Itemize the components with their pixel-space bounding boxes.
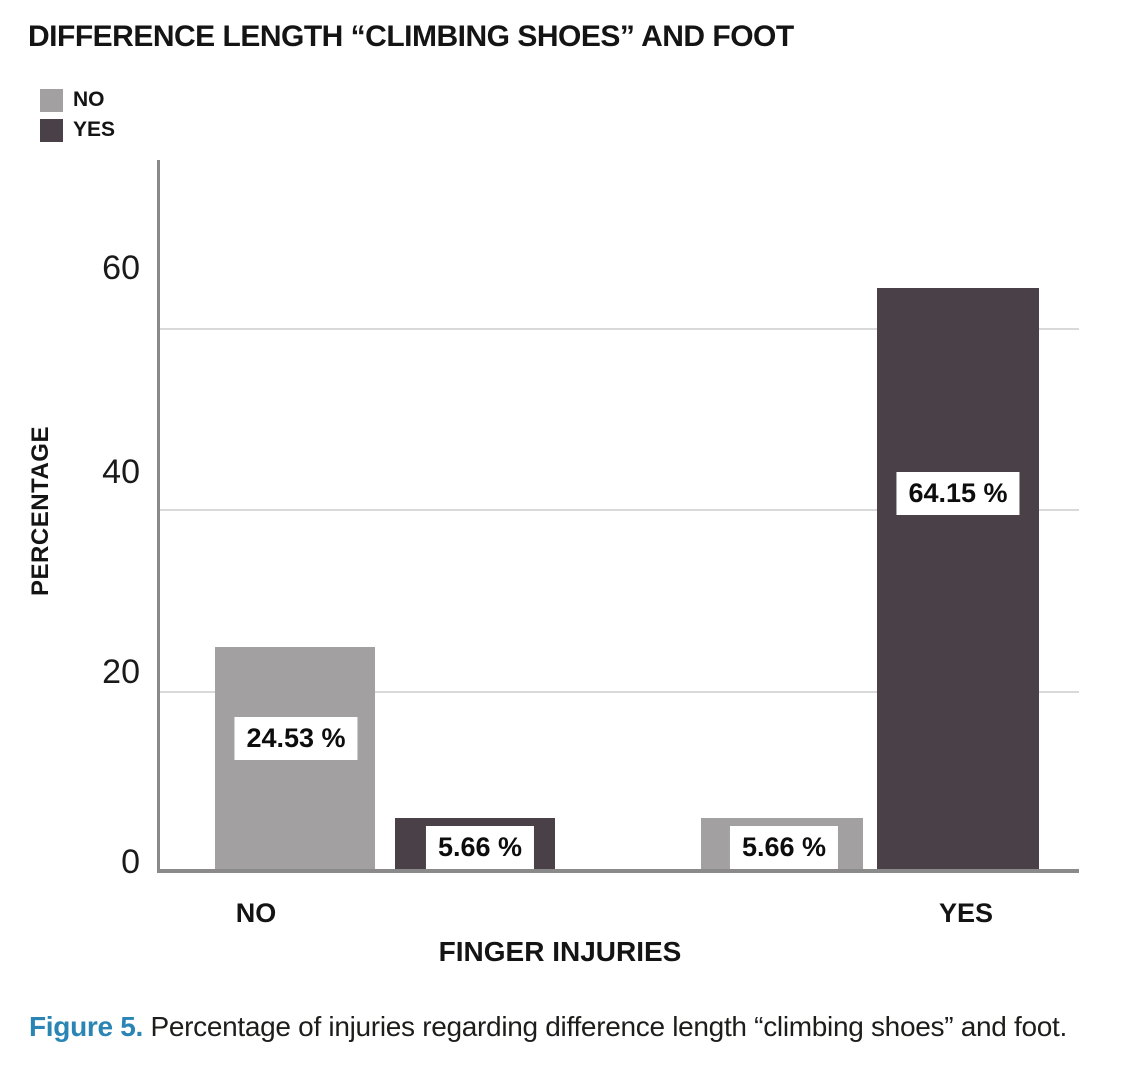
figure-caption: Figure 5. Percentage of injuries regardi… — [29, 1004, 1084, 1050]
legend-label-no: NO — [73, 88, 105, 111]
y-tick-40: 40 — [102, 453, 140, 491]
legend-item-yes: YES — [40, 115, 115, 145]
y-tick-0: 0 — [121, 843, 140, 881]
x-tick-no: NO — [235, 898, 277, 928]
y-axis-line — [157, 160, 160, 873]
bar-finger-injuries-yes-series-yes — [877, 288, 1039, 869]
y-tick-60: 60 — [102, 249, 140, 287]
value-label-24-53: 24.53 % — [234, 717, 358, 760]
gridline-60 — [160, 328, 1079, 330]
gridline-20 — [160, 691, 1079, 693]
gridline-40 — [160, 509, 1079, 511]
chart-title: DIFFERENCE LENGTH “CLIMBING SHOES” AND F… — [28, 20, 794, 53]
figure-caption-text: Percentage of injuries regarding differe… — [150, 1011, 1067, 1042]
value-label-5-66-right: 5.66 % — [729, 826, 839, 869]
legend-swatch-no — [40, 88, 63, 112]
figure-caption-label: Figure 5. — [29, 1011, 143, 1042]
legend-label-yes: YES — [73, 118, 116, 141]
value-label-5-66-left: 5.66 % — [425, 826, 535, 869]
x-axis-line — [157, 869, 1079, 873]
x-axis-title: FINGER INJURIES — [438, 936, 682, 967]
y-tick-20: 20 — [102, 653, 140, 691]
legend-swatch-yes — [40, 118, 63, 142]
x-tick-yes: YES — [938, 898, 994, 928]
legend: NO YES — [40, 85, 115, 145]
legend-item-no: NO — [40, 85, 115, 115]
value-label-64-15: 64.15 % — [896, 472, 1020, 515]
